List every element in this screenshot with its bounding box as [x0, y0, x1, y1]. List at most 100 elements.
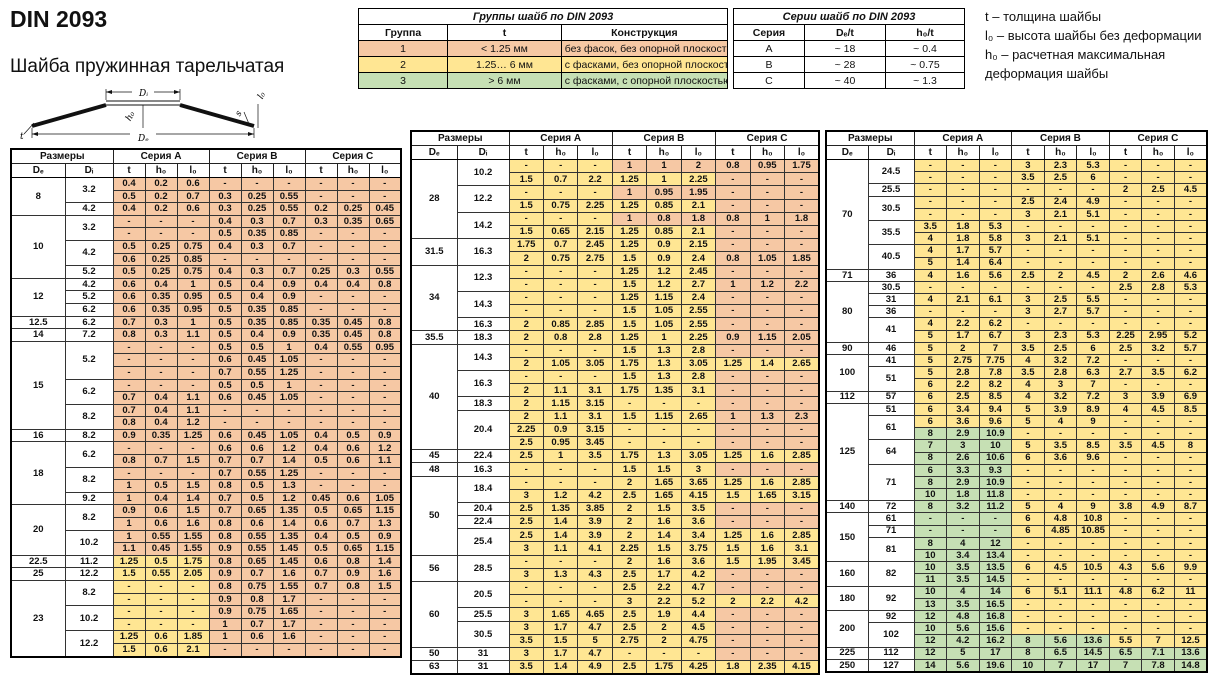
value-cell: 1.65: [749, 488, 786, 503]
value-cell: 2.75: [946, 353, 980, 368]
l0-header: l₀: [784, 145, 820, 160]
di-cell: 92: [867, 585, 915, 611]
value-cell: -: [646, 435, 682, 451]
di-cell: 10.2: [64, 529, 114, 556]
value-cell: 2: [508, 356, 544, 372]
value-cell: 0.9: [542, 422, 579, 437]
value-cell: 5.3: [1173, 280, 1208, 295]
ref-table-header-cell: Серия: [733, 24, 805, 41]
value-cell: 2: [946, 341, 980, 356]
table-row: 13 3.5 16.5- - - - - -: [826, 597, 1208, 611]
legend-line-t: t – толщина шайбы: [985, 9, 1102, 24]
di-cell: 20.5: [456, 580, 510, 609]
di-cell: 5.2: [64, 290, 114, 304]
h0-header: h₀: [144, 163, 178, 178]
value-cell: 0.65: [368, 214, 402, 229]
de-cell: 25: [10, 567, 66, 581]
ref-table-header-cell: Группа: [357, 24, 449, 41]
value-cell: 0.6: [304, 554, 338, 569]
value-cell: 0.3: [208, 189, 242, 204]
di-cell: 71: [867, 524, 915, 538]
value-cell: 1.5: [611, 317, 648, 332]
value-cell: -: [336, 177, 370, 191]
value-cell: 5: [913, 353, 948, 368]
di-cell: 18.3: [456, 396, 510, 411]
value-cell: 9: [1076, 414, 1110, 429]
value-cell: -: [304, 302, 338, 317]
value-cell: -: [336, 302, 370, 317]
value-cell: 0.3: [240, 214, 274, 229]
value-cell: -: [336, 290, 370, 304]
value-cell: 0.65: [336, 542, 370, 556]
value-cell: 2.3: [1043, 329, 1078, 343]
table-row: 1.5 0.75 2.25 1.25 0.85 2.1- - -: [411, 198, 820, 213]
value-cell: 2.1: [1043, 207, 1078, 221]
value-cell: -: [336, 391, 370, 405]
value-cell: -: [715, 435, 751, 451]
value-cell: -: [508, 290, 544, 306]
value-cell: -: [978, 524, 1013, 538]
value-cell: -: [749, 383, 786, 398]
value-cell: -: [1011, 183, 1045, 197]
value-cell: 0.6: [144, 630, 178, 644]
value-cell: -: [272, 403, 306, 418]
value-cell: -: [240, 416, 274, 430]
value-cell: -: [304, 378, 338, 393]
table-row: 34 12.3- - -1.25 1.2 2.45- - -: [410, 264, 820, 332]
value-cell: -: [336, 592, 370, 607]
value-cell: 1.4: [272, 517, 306, 531]
value-cell: 0.8: [542, 330, 579, 345]
value-cell: -: [368, 353, 402, 367]
value-cell: 5.6: [978, 268, 1013, 282]
value-cell: -: [577, 462, 613, 477]
value-cell: 2.5: [508, 501, 544, 517]
value-cell: -: [946, 305, 980, 319]
di-cell: 61: [867, 512, 915, 526]
di-cell: 25.5: [867, 183, 915, 197]
value-cell: 3.2: [1043, 353, 1078, 368]
value-cell: 0.5: [144, 554, 178, 569]
value-cell: 0.75: [240, 605, 274, 619]
value-cell: -: [784, 501, 820, 517]
ref-table-cell: ~ 28: [803, 56, 886, 73]
value-cell: 0.4: [304, 441, 338, 456]
value-cell: -: [1141, 573, 1175, 587]
value-cell: -: [304, 391, 338, 405]
value-cell: 5.6: [946, 622, 980, 636]
table-row: - - -3.5 2.5 6- - -: [826, 171, 1208, 185]
value-cell: 3: [1011, 329, 1045, 343]
value-cell: 0.7: [208, 454, 242, 468]
value-cell: 1: [542, 449, 579, 464]
value-cell: 0.8: [336, 554, 370, 569]
di-cell: 81: [867, 536, 915, 563]
t-header: t: [715, 145, 751, 160]
value-cell: 0.75: [176, 239, 210, 254]
value-cell: 1.7: [946, 244, 980, 258]
value-cell: 0.55: [368, 265, 402, 279]
value-cell: 4.9: [1141, 500, 1175, 514]
di-cell: 61: [867, 414, 915, 441]
value-cell: -: [577, 264, 613, 279]
value-cell: 17: [1076, 658, 1110, 673]
value-cell: -: [749, 462, 786, 477]
value-cell: 1.2: [368, 441, 402, 456]
value-cell: -: [542, 304, 579, 319]
value-cell: -: [1108, 232, 1143, 246]
de-cell: 250: [825, 658, 869, 673]
value-cell: 0.6: [208, 441, 242, 456]
value-cell: 0.25: [144, 252, 178, 267]
value-cell: 3: [508, 567, 544, 583]
value-cell: -: [1043, 280, 1078, 295]
value-cell: 6: [913, 414, 948, 429]
value-cell: -: [176, 227, 210, 241]
value-cell: 0.7: [208, 466, 242, 481]
value-cell: 0.3: [240, 239, 274, 254]
value-cell: -: [368, 630, 402, 644]
value-cell: 1.05: [646, 317, 682, 332]
value-cell: -: [1011, 244, 1045, 258]
legend-line-h0: h₀ – расчетная максимальная: [985, 46, 1166, 62]
value-cell: -: [784, 172, 820, 187]
value-cell: 5.3: [1076, 329, 1110, 343]
value-cell: -: [1173, 451, 1208, 465]
value-cell: 1.5: [176, 504, 210, 519]
